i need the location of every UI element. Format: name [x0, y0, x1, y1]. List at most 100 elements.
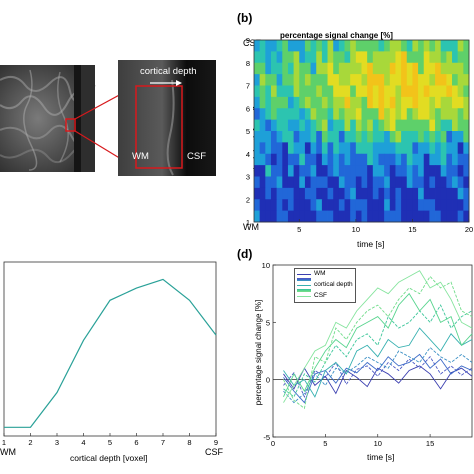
heatmap-cell [378, 153, 385, 166]
heatmap-cell [265, 199, 272, 212]
legend-csf-label: CSF [314, 292, 327, 300]
heatmap-cell [395, 40, 402, 52]
heatmap-cell [270, 51, 278, 64]
heatmap-cell [316, 108, 323, 121]
heatmap-cell [429, 62, 436, 75]
heatmap-cell [452, 74, 459, 86]
heatmap-cell [412, 131, 419, 143]
heatmap-cell [299, 62, 306, 75]
heatmap-cell [270, 96, 278, 109]
heatmap-cell [463, 74, 470, 86]
heatmap-cell [299, 108, 306, 121]
heatmap-cell [299, 199, 306, 212]
heatmap-cell [389, 165, 396, 177]
heatmap-cell [423, 96, 430, 109]
heatmap-cell [378, 108, 385, 121]
heatmap-cell [338, 176, 345, 189]
heatmap-cell [350, 119, 357, 132]
heatmap-cell [282, 51, 289, 64]
heatmap-cell [276, 142, 283, 155]
heatmap-cell [401, 74, 408, 86]
profile-xtick-label: 9 [214, 438, 218, 447]
heatmap-cell [282, 199, 289, 212]
heatmap-cell [293, 96, 300, 109]
heatmap-cell [378, 131, 385, 143]
heatmap-cell [321, 40, 328, 52]
heatmap-cell [304, 142, 311, 155]
heatmap-cell [367, 199, 374, 212]
heatmap-cell [321, 119, 328, 132]
heatmap-cell [418, 40, 425, 52]
heatmap-cell [423, 51, 430, 64]
heatmap-cell [429, 51, 436, 64]
heatmap-cell [344, 62, 351, 75]
legend-cortical-depth-label: cortical depth [314, 281, 353, 289]
heatmap-cell [429, 153, 436, 166]
heatmap-cell [344, 210, 351, 223]
zoomed-inset-image [118, 60, 216, 176]
heatmap-cell [254, 199, 261, 212]
heatmap-cell [412, 210, 419, 223]
heatmap-cell [316, 153, 323, 166]
heatmap-cell [452, 131, 459, 143]
heatmap-cell [350, 85, 357, 98]
timecourse-series-line [283, 292, 473, 398]
heatmap-cell [446, 153, 453, 166]
heatmap-cell [355, 142, 362, 155]
heatmap-cell [452, 176, 459, 189]
heatmap-cell [412, 165, 419, 177]
heatmap-cell [270, 176, 278, 189]
legend-row-cortical-depth: cortical depth [297, 281, 353, 289]
heatmap-cell [372, 85, 379, 98]
heatmap-cell [401, 153, 408, 166]
heatmap-cell [355, 85, 362, 98]
heatmap-cell [457, 40, 464, 52]
heatmap-cell [265, 85, 272, 98]
heatmap-cell [361, 131, 368, 143]
heatmap-cell [355, 165, 362, 177]
heatmap-cell [321, 153, 328, 166]
heatmap-cell [344, 96, 351, 109]
heatmap-cell [418, 108, 425, 121]
heatmap-cell [361, 153, 368, 166]
heatmap-ytick-label: 1 [246, 218, 250, 227]
heatmap-cell [316, 119, 323, 132]
heatmap-cell [333, 96, 340, 109]
heatmap-cell [384, 51, 391, 64]
heatmap-cell [259, 131, 266, 143]
heatmap-cell [463, 85, 470, 98]
roi-box [65, 118, 76, 132]
heatmap-cell [361, 199, 368, 212]
heatmap-cell [299, 153, 306, 166]
profile-xtick-label: 2 [28, 438, 32, 447]
heatmap-cell [440, 119, 447, 132]
heatmap-cell [452, 96, 459, 109]
heatmap-cell [457, 176, 464, 189]
heatmap-cell [401, 40, 408, 52]
heatmap-cell [270, 131, 278, 143]
heatmap-cell [276, 108, 283, 121]
heatmap-cell [287, 119, 295, 132]
heatmap-cell [440, 210, 447, 223]
heatmap-cell [316, 40, 323, 52]
heatmap-cell [418, 187, 425, 200]
heatmap-cell [435, 176, 442, 189]
heatmap-cell [254, 210, 261, 223]
heatmap-cell [310, 119, 317, 132]
heatmap-cell [384, 85, 391, 98]
heatmap-cell [344, 176, 351, 189]
heatmap-cell [395, 119, 402, 132]
heatmap-cell [259, 40, 266, 52]
heatmap-cell [327, 142, 334, 155]
heatmap-cell [378, 210, 385, 223]
heatmap-cell [254, 131, 261, 143]
heatmap-cell [299, 40, 306, 52]
heatmap-cell [378, 62, 385, 75]
heatmap-cell [423, 40, 430, 52]
heatmap-cell [299, 74, 306, 86]
heatmap-cell [418, 131, 425, 143]
heatmap-cell [361, 108, 368, 121]
timecourse-ytick-label: 0 [266, 376, 270, 385]
profile-xtick-label: 6 [134, 438, 138, 447]
heatmap-cell [310, 153, 317, 166]
